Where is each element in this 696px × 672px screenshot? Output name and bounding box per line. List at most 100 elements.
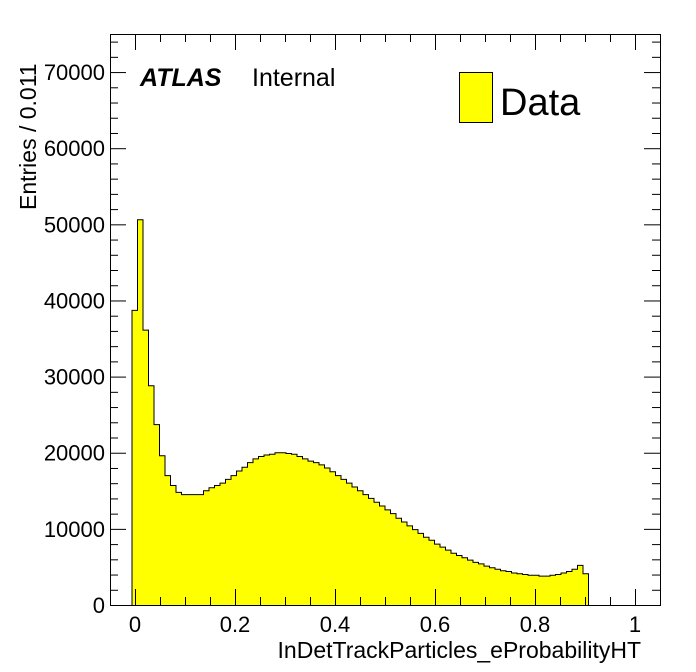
x-tick-label: 0.4 xyxy=(320,612,351,637)
histogram-bar xyxy=(176,492,182,605)
histogram-bar xyxy=(132,310,138,605)
histogram-bar xyxy=(214,485,221,605)
histogram-bar xyxy=(434,544,441,605)
histogram-bar xyxy=(165,475,171,605)
histogram-bar xyxy=(357,490,364,605)
histogram-bar xyxy=(159,455,166,605)
histogram-bar xyxy=(187,494,193,605)
x-tick-label: 0.8 xyxy=(520,612,551,637)
y-axis-label: Entries / 0.011 xyxy=(15,63,41,210)
histogram-bar xyxy=(346,483,353,605)
y-tick-label: 50000 xyxy=(44,212,105,237)
histogram-bar xyxy=(181,494,188,605)
histogram-bar xyxy=(555,574,562,605)
x-tick-label: 1 xyxy=(629,612,641,637)
plot-frame xyxy=(110,34,661,606)
histogram-bar xyxy=(192,494,199,605)
legend-label: Data xyxy=(500,82,581,124)
histogram-bar xyxy=(247,462,254,605)
histogram-bar xyxy=(143,330,149,605)
histogram-bar xyxy=(550,575,556,605)
histogram-bar xyxy=(258,456,265,605)
histogram-bar xyxy=(231,475,237,605)
histogram-bar xyxy=(220,483,226,605)
tick-labels: 0 0.2 0.4 0.6 0.8 1 0 10000 20000 30000 40000 50000… xyxy=(44,60,641,637)
histogram-bar xyxy=(500,570,507,605)
histogram-bar xyxy=(473,562,479,605)
histogram-bars xyxy=(131,219,589,606)
histogram-bar xyxy=(407,525,413,605)
histogram-bar xyxy=(561,573,567,605)
legend-swatch xyxy=(459,72,493,123)
histogram-bar xyxy=(522,574,529,605)
histogram-bar xyxy=(137,219,144,606)
histogram-bar xyxy=(572,569,578,605)
histogram-bar xyxy=(302,458,309,605)
histogram-bar xyxy=(401,522,408,605)
histogram-bar xyxy=(445,550,452,605)
histogram-bar xyxy=(368,498,375,605)
histogram-bar xyxy=(533,575,540,605)
histogram-bar xyxy=(379,506,386,605)
histogram-bar xyxy=(583,573,589,605)
histogram-bar xyxy=(236,471,243,605)
histogram-bar xyxy=(225,479,232,605)
histogram-bar xyxy=(412,529,419,605)
y-tick-label: 10000 xyxy=(44,517,105,542)
y-tick-label: 30000 xyxy=(44,365,105,390)
histogram-bar xyxy=(511,573,518,605)
histogram-bar xyxy=(423,537,430,605)
histogram-bar xyxy=(544,576,551,605)
histogram-bar xyxy=(198,494,204,605)
histogram-bar xyxy=(308,461,314,605)
x-tick-label: 0.6 xyxy=(420,612,451,637)
axis-ticks xyxy=(110,34,661,606)
histogram-bar xyxy=(203,490,210,605)
histogram-bar xyxy=(577,565,584,605)
histogram-bar xyxy=(528,575,534,605)
histogram-bar xyxy=(352,486,358,605)
histogram-bar xyxy=(495,569,501,605)
histogram-bar xyxy=(462,557,468,605)
histogram-bar xyxy=(324,467,331,605)
histogram-bar xyxy=(154,424,160,605)
histogram-bar xyxy=(418,533,424,605)
histogram-bar xyxy=(489,567,496,605)
histogram-bar xyxy=(335,475,342,605)
y-tick-label: 60000 xyxy=(44,136,105,161)
histogram-bar xyxy=(209,487,215,605)
histogram-bar xyxy=(275,452,281,605)
histogram-bar xyxy=(539,576,545,605)
histogram-bar xyxy=(390,513,397,605)
atlas-label-bold: ATLAS xyxy=(139,64,222,92)
histogram-bar xyxy=(170,485,177,605)
y-tick-label: 70000 xyxy=(44,60,105,85)
histogram-bar xyxy=(451,553,457,605)
histogram-bar xyxy=(385,509,391,605)
histogram-bar xyxy=(429,540,435,605)
histogram-bar xyxy=(264,455,270,605)
histogram-bar xyxy=(341,479,347,605)
histogram-bar xyxy=(478,563,485,605)
y-tick-label: 20000 xyxy=(44,441,105,466)
histogram-bar xyxy=(484,566,490,605)
histogram-bar xyxy=(506,571,512,605)
histogram-bar xyxy=(280,452,287,605)
histogram-bar xyxy=(253,458,259,605)
y-tick-label: 0 xyxy=(93,593,105,618)
atlas-label-internal: Internal xyxy=(252,64,335,92)
histogram-bar xyxy=(566,571,573,605)
histogram-bar xyxy=(291,454,298,605)
y-tick-label: 40000 xyxy=(44,288,105,313)
x-axis-label: InDetTrackParticles_eProbabilityHT xyxy=(278,637,641,663)
histogram-bar xyxy=(148,385,155,605)
histogram-bar xyxy=(313,462,320,605)
x-tick-label: 0.2 xyxy=(220,612,251,637)
histogram-bar xyxy=(396,518,402,605)
histogram-outline xyxy=(131,219,589,605)
x-tick-label: 0 xyxy=(129,612,141,637)
histogram-bar xyxy=(297,456,303,605)
histogram-bar xyxy=(467,560,474,605)
histogram-bar xyxy=(456,555,463,605)
histogram-bar xyxy=(374,502,380,605)
